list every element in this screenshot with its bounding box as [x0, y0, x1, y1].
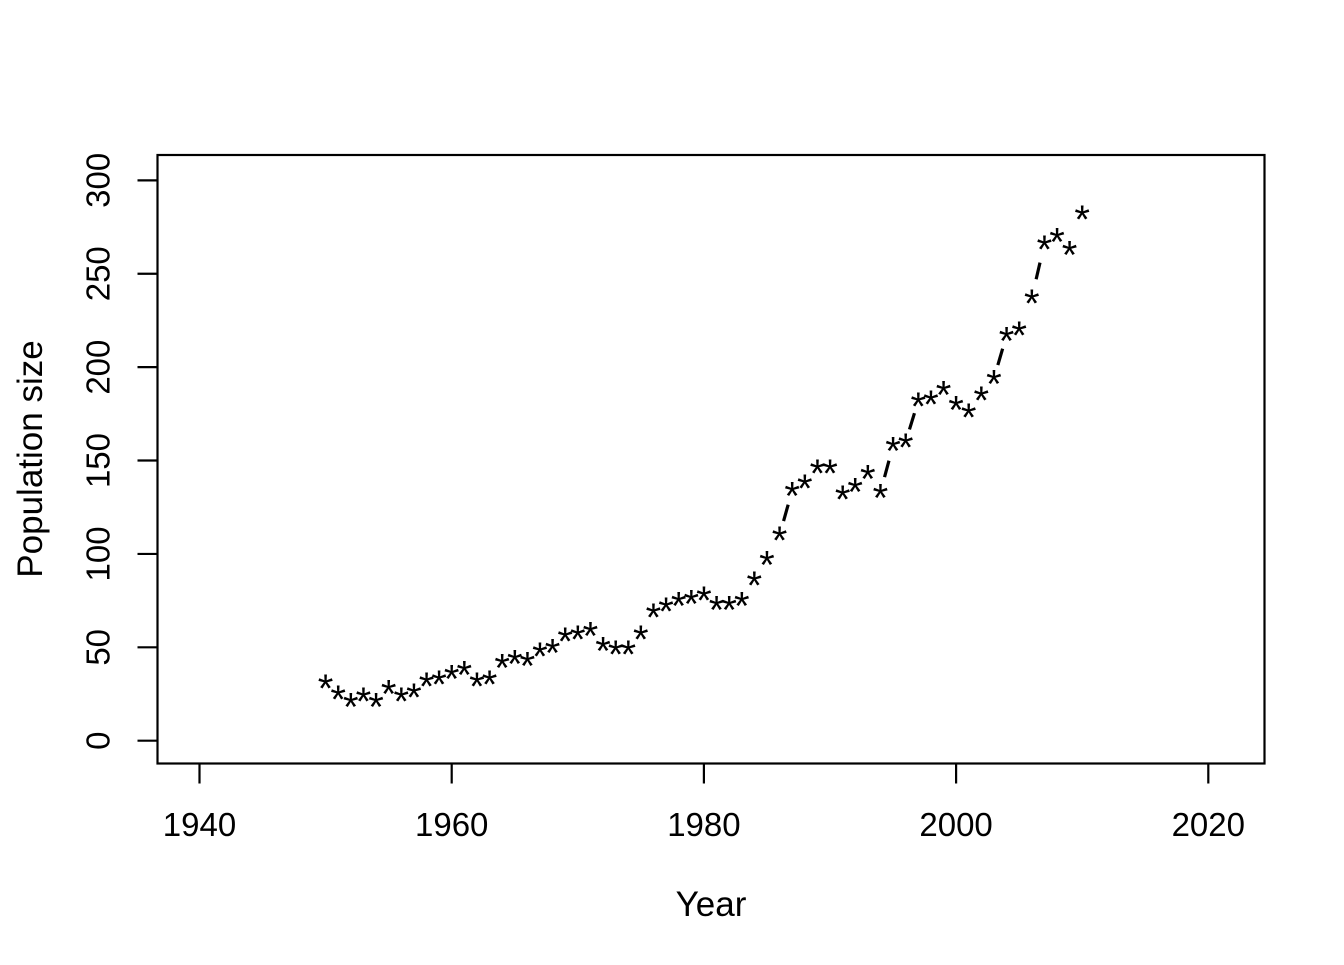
data-point-asterisk: * — [734, 585, 750, 629]
data-point-asterisk: * — [797, 467, 813, 511]
y-axis-title: Population size — [11, 340, 50, 577]
y-tick-label: 50 — [80, 629, 117, 666]
data-point-asterisk: * — [999, 319, 1015, 363]
dashed-line-segment — [907, 412, 916, 430]
data-point-asterisk: * — [469, 665, 485, 709]
x-tick-label: 2020 — [1172, 806, 1245, 843]
y-tick-label: 200 — [80, 340, 117, 395]
data-point-asterisk: * — [482, 663, 498, 707]
data-point-asterisk: * — [330, 678, 346, 722]
data-point-asterisk: * — [772, 519, 788, 563]
data-point-asterisk: * — [709, 588, 725, 632]
x-axis-title: Year — [676, 885, 747, 924]
dashed-line-segment — [996, 348, 1005, 366]
data-point-asterisk: * — [356, 680, 372, 724]
data-point-asterisk: * — [1074, 198, 1090, 242]
x-tick-label: 1960 — [415, 806, 488, 843]
data-point-asterisk: * — [847, 471, 863, 515]
data-point-asterisk: * — [671, 585, 687, 629]
dashed-line-segment — [1034, 262, 1042, 280]
data-point-asterisk: * — [696, 579, 712, 623]
data-point-asterisk: * — [1011, 314, 1027, 358]
data-point-asterisk: * — [885, 430, 901, 474]
data-point-asterisk: * — [431, 663, 447, 707]
data-point-asterisk: * — [898, 426, 914, 470]
y-tick-label: 150 — [80, 433, 117, 488]
y-tick-label: 250 — [80, 246, 117, 301]
data-point-asterisk: * — [595, 629, 611, 673]
y-tick-label: 300 — [80, 153, 117, 208]
data-point-asterisk: * — [1024, 282, 1040, 326]
data-point-asterisk: * — [532, 635, 548, 679]
data-point-asterisk: * — [457, 654, 473, 698]
x-tick-label: 1940 — [163, 806, 236, 843]
data-point-asterisk: * — [873, 476, 889, 520]
x-tick-label: 2000 — [919, 806, 992, 843]
data-point-asterisk: * — [1049, 220, 1065, 264]
data-point-asterisk: * — [633, 618, 649, 662]
data-point-asterisk: * — [570, 618, 586, 662]
plot-area: 1940 1960 1980 2000 2020050100150200250300**… — [80, 153, 1266, 843]
data-point-asterisk: * — [381, 672, 397, 716]
data-point-asterisk: * — [608, 633, 624, 677]
plot-box — [156, 153, 1266, 765]
data-point-asterisk: * — [784, 474, 800, 518]
data-point-asterisk: * — [860, 458, 876, 502]
data-point-asterisk: * — [545, 631, 561, 675]
data-point-asterisk: * — [923, 383, 939, 427]
y-tick-label: 0 — [80, 732, 117, 750]
data-point-asterisk: * — [822, 452, 838, 496]
data-point-asterisk: * — [520, 644, 536, 688]
data-point-asterisk: * — [759, 544, 775, 588]
data-point-asterisk: * — [557, 620, 573, 664]
data-point-asterisk: * — [494, 646, 510, 690]
data-point-asterisk: * — [368, 685, 384, 729]
data-point-asterisk: * — [646, 596, 662, 640]
data-point-asterisk: * — [507, 643, 523, 687]
data-point-asterisk: * — [721, 588, 737, 632]
data-point-asterisk: * — [419, 665, 435, 709]
data-point-asterisk: * — [910, 385, 926, 429]
data-point-asterisk: * — [1037, 228, 1053, 272]
data-point-asterisk: * — [936, 374, 952, 418]
data-point-asterisk: * — [974, 379, 990, 423]
data-point-asterisk: * — [747, 564, 763, 608]
data-point-asterisk: * — [318, 667, 334, 711]
data-point-asterisk: * — [986, 362, 1002, 406]
data-point-asterisk: * — [620, 633, 636, 677]
data-point-asterisk: * — [393, 680, 409, 724]
dashed-line-segment — [782, 504, 790, 522]
data-point-asterisk: * — [406, 676, 422, 720]
data-point-asterisk: * — [658, 590, 674, 634]
data-point-asterisk: * — [961, 396, 977, 440]
y-tick-label: 100 — [80, 526, 117, 581]
data-point-asterisk: * — [1062, 233, 1078, 277]
data-point-asterisk: * — [684, 583, 700, 627]
data-point-asterisk: * — [810, 452, 826, 496]
data-point-asterisk: * — [948, 388, 964, 432]
x-tick-label: 1980 — [667, 806, 740, 843]
data-point-asterisk: * — [583, 614, 599, 658]
dashed-line-segment — [882, 460, 891, 478]
data-point-asterisk: * — [835, 478, 851, 522]
data-point-asterisk: * — [444, 657, 460, 701]
data-point-asterisk: * — [343, 685, 359, 729]
